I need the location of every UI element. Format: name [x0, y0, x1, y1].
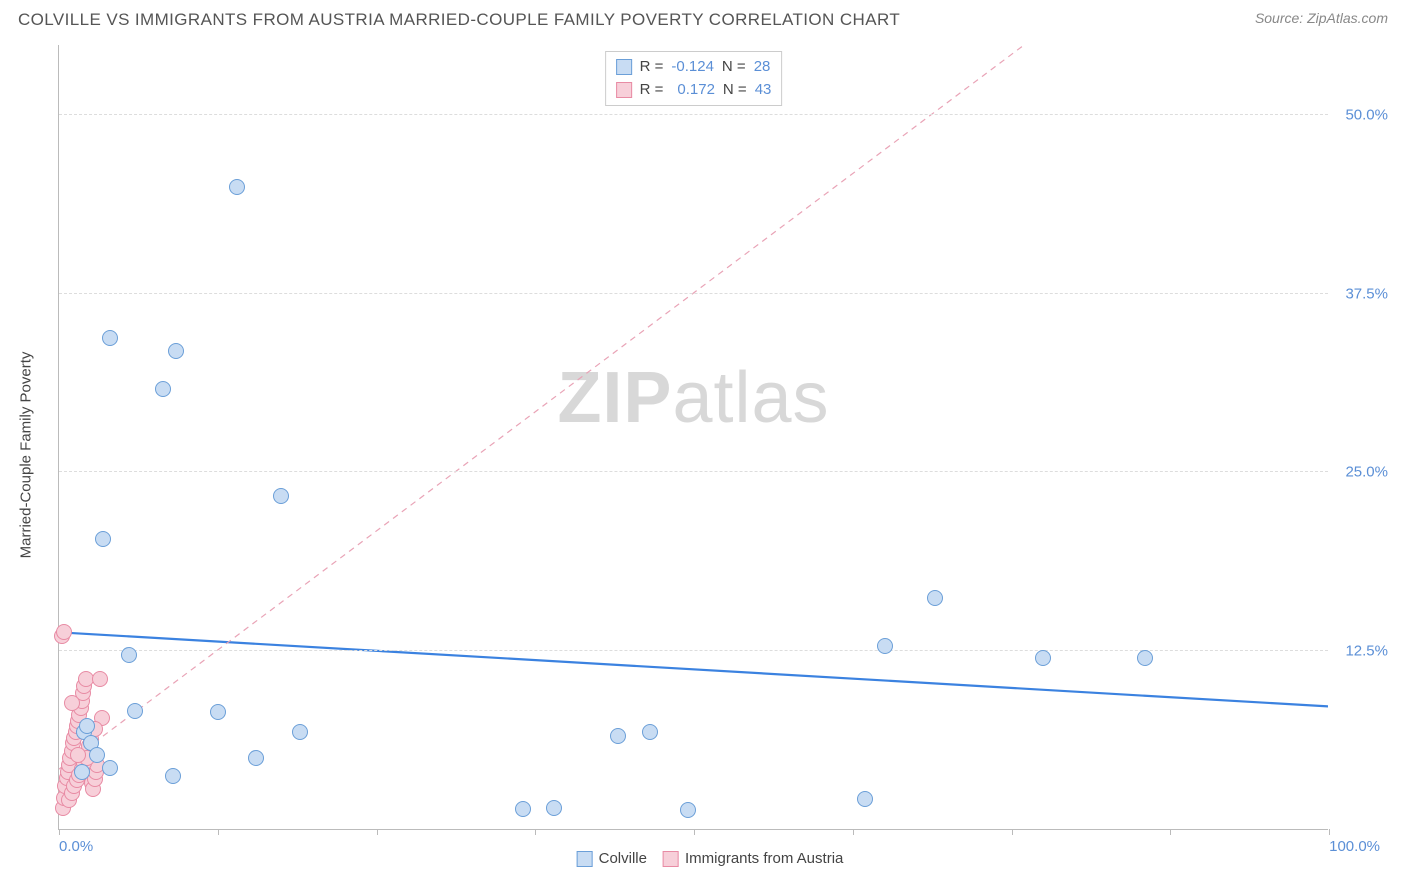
data-point — [610, 728, 626, 744]
source-attribution: Source: ZipAtlas.com — [1255, 10, 1388, 26]
ytick-label: 37.5% — [1345, 285, 1388, 302]
legend-item-colville: Colville — [577, 850, 647, 867]
xtick — [218, 829, 219, 835]
data-point — [121, 647, 137, 663]
data-point — [642, 724, 658, 740]
gridline — [59, 293, 1328, 294]
ytick-label: 25.0% — [1345, 464, 1388, 481]
data-point — [56, 624, 72, 640]
xtick-label: 0.0% — [59, 838, 93, 855]
data-point — [102, 330, 118, 346]
ytick-label: 12.5% — [1345, 642, 1388, 659]
data-point — [95, 531, 111, 547]
data-point — [1035, 650, 1051, 666]
data-point — [857, 791, 873, 807]
xtick — [1170, 829, 1171, 835]
watermark: ZIPatlas — [557, 357, 829, 439]
legend-stats-row-2: R = 0.172 N = 43 — [616, 79, 772, 102]
y-axis-label: Married-Couple Family Poverty — [18, 352, 35, 559]
header: COLVILLE VS IMMIGRANTS FROM AUSTRIA MARR… — [0, 0, 1406, 36]
xtick — [853, 829, 854, 835]
data-point — [74, 764, 90, 780]
data-point — [927, 590, 943, 606]
data-point — [546, 800, 562, 816]
data-point — [248, 750, 264, 766]
data-point — [273, 488, 289, 504]
gridline — [59, 114, 1328, 115]
trend-lines — [59, 45, 1328, 829]
legend-stats: R = -0.124 N = 28 R = 0.172 N = 43 — [605, 51, 783, 106]
legend-swatch-icon — [577, 851, 593, 867]
xtick — [1329, 829, 1330, 835]
chart-title: COLVILLE VS IMMIGRANTS FROM AUSTRIA MARR… — [18, 10, 900, 30]
data-point — [292, 724, 308, 740]
data-point — [102, 760, 118, 776]
data-point — [92, 671, 108, 687]
legend-swatch-colville — [616, 59, 632, 75]
gridline — [59, 650, 1328, 651]
data-point — [79, 718, 95, 734]
xtick — [535, 829, 536, 835]
ytick-label: 50.0% — [1345, 107, 1388, 124]
data-point — [165, 768, 181, 784]
data-point — [127, 703, 143, 719]
data-point — [70, 747, 86, 763]
legend-swatch-austria — [616, 82, 632, 98]
data-point — [64, 695, 80, 711]
legend-item-austria: Immigrants from Austria — [663, 850, 843, 867]
data-point — [1137, 650, 1153, 666]
data-point — [877, 638, 893, 654]
xtick — [694, 829, 695, 835]
data-point — [155, 381, 171, 397]
plot-area: ZIPatlas R = -0.124 N = 28 R = 0.172 N = — [58, 45, 1328, 830]
data-point — [89, 747, 105, 763]
data-point — [168, 343, 184, 359]
chart-container: Married-Couple Family Poverty ZIPatlas R… — [50, 45, 1370, 865]
xtick — [59, 829, 60, 835]
legend-series: Colville Immigrants from Austria — [577, 850, 844, 867]
data-point — [680, 802, 696, 818]
legend-stats-row-1: R = -0.124 N = 28 — [616, 56, 772, 79]
data-point — [515, 801, 531, 817]
data-point — [229, 179, 245, 195]
data-point — [210, 704, 226, 720]
xtick — [1012, 829, 1013, 835]
xtick — [377, 829, 378, 835]
legend-swatch-icon — [663, 851, 679, 867]
xtick-label: 100.0% — [1329, 838, 1380, 855]
gridline — [59, 471, 1328, 472]
